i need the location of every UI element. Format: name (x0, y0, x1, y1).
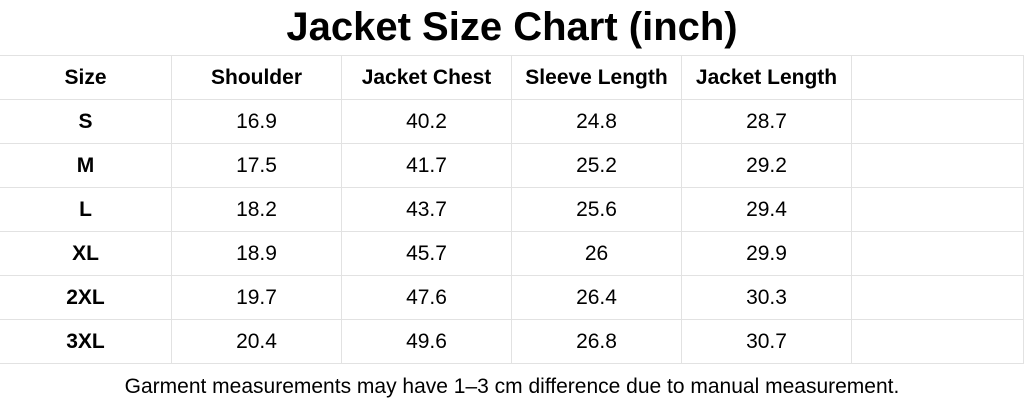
title: Jacket Size Chart (inch) (0, 0, 1024, 56)
size-cell: XL (0, 232, 172, 276)
value-cell: 26.4 (512, 276, 682, 320)
size-cell: M (0, 144, 172, 188)
header-cell: Shoulder (172, 56, 342, 100)
value-cell: 17.5 (172, 144, 342, 188)
value-cell: 29.4 (682, 188, 852, 232)
value-cell: 30.3 (682, 276, 852, 320)
header-cell: Size (0, 56, 172, 100)
value-cell: 40.2 (342, 100, 512, 144)
value-cell: 30.7 (682, 320, 852, 364)
value-cell: 18.2 (172, 188, 342, 232)
empty-cell (852, 100, 1024, 144)
value-cell: 47.6 (342, 276, 512, 320)
value-cell: 41.7 (342, 144, 512, 188)
size-cell: S (0, 100, 172, 144)
empty-cell (852, 320, 1024, 364)
header-cell: Jacket Chest (342, 56, 512, 100)
value-cell: 26 (512, 232, 682, 276)
value-cell: 29.9 (682, 232, 852, 276)
header-cell: Sleeve Length (512, 56, 682, 100)
size-cell: 2XL (0, 276, 172, 320)
size-cell: L (0, 188, 172, 232)
value-cell: 28.7 (682, 100, 852, 144)
value-cell: 29.2 (682, 144, 852, 188)
empty-cell (852, 56, 1024, 100)
header-cell: Jacket Length (682, 56, 852, 100)
empty-cell (852, 188, 1024, 232)
footnote: Garment measurements may have 1–3 cm dif… (124, 374, 900, 398)
value-cell: 20.4 (172, 320, 342, 364)
value-cell: 19.7 (172, 276, 342, 320)
empty-cell (852, 144, 1024, 188)
empty-cell (852, 232, 1024, 276)
value-cell: 49.6 (342, 320, 512, 364)
value-cell: 25.2 (512, 144, 682, 188)
value-cell: 43.7 (342, 188, 512, 232)
value-cell: 18.9 (172, 232, 342, 276)
value-cell: 26.8 (512, 320, 682, 364)
value-cell: 16.9 (172, 100, 342, 144)
value-cell: 45.7 (342, 232, 512, 276)
size-cell: 3XL (0, 320, 172, 364)
empty-cell (852, 276, 1024, 320)
value-cell: 24.8 (512, 100, 682, 144)
value-cell: 25.6 (512, 188, 682, 232)
